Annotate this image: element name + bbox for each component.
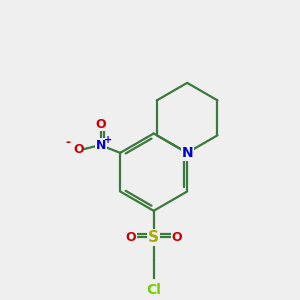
Text: N: N	[182, 146, 193, 160]
Text: S: S	[148, 230, 159, 245]
Text: -: -	[65, 136, 70, 149]
Text: O: O	[125, 231, 136, 244]
Text: N: N	[96, 139, 106, 152]
Text: Cl: Cl	[146, 284, 161, 297]
Text: O: O	[96, 118, 106, 130]
Text: O: O	[171, 231, 182, 244]
Text: O: O	[73, 142, 83, 156]
Text: +: +	[104, 135, 112, 145]
